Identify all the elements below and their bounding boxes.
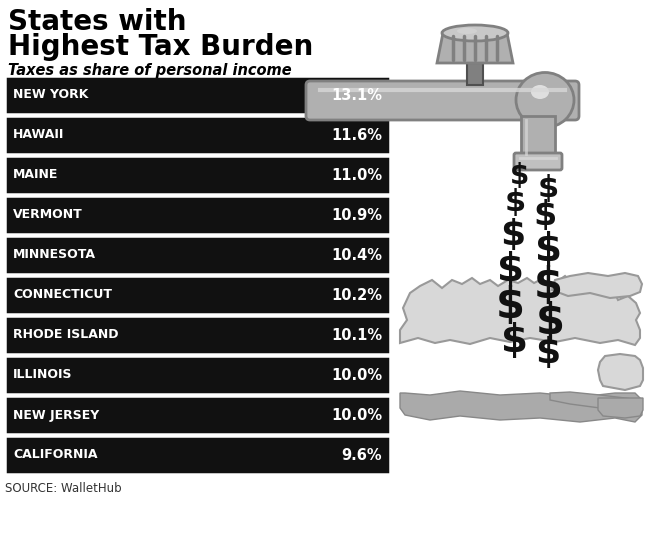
Text: 11.0%: 11.0% [331,168,382,182]
Text: MAINE: MAINE [13,168,59,181]
Text: SOURCE: WalletHub: SOURCE: WalletHub [5,482,122,495]
Text: $: $ [535,231,562,269]
Text: $: $ [537,174,559,203]
Ellipse shape [516,72,574,128]
Ellipse shape [531,85,549,99]
FancyBboxPatch shape [5,156,390,194]
Text: NEW JERSEY: NEW JERSEY [13,408,99,421]
Text: States with: States with [8,8,186,36]
Text: 10.0%: 10.0% [331,408,382,423]
Text: Taxes as share of personal income: Taxes as share of personal income [8,63,292,78]
Text: $: $ [495,285,524,327]
Ellipse shape [442,25,508,41]
Polygon shape [437,33,513,63]
Text: VERMONT: VERMONT [13,208,83,221]
Polygon shape [400,276,640,345]
Text: $: $ [535,336,561,370]
Text: 10.4%: 10.4% [331,248,382,262]
Text: 10.1%: 10.1% [331,328,382,342]
FancyBboxPatch shape [5,236,390,274]
Text: MINNESOTA: MINNESOTA [13,248,96,261]
Text: 11.6%: 11.6% [331,128,382,142]
Ellipse shape [457,28,477,34]
Polygon shape [552,273,642,298]
Text: RHODE ISLAND: RHODE ISLAND [13,328,119,341]
Bar [467,63,483,85]
FancyBboxPatch shape [5,436,390,474]
Text: ILLINOIS: ILLINOIS [13,368,72,381]
Text: $: $ [501,218,526,252]
FancyBboxPatch shape [5,276,390,314]
Text: $: $ [533,199,557,232]
FancyBboxPatch shape [514,153,562,170]
FancyBboxPatch shape [5,316,390,354]
FancyBboxPatch shape [5,76,390,114]
FancyBboxPatch shape [521,116,555,158]
Text: 13.1%: 13.1% [331,88,382,102]
Text: 10.0%: 10.0% [331,368,382,383]
Text: CALIFORNIA: CALIFORNIA [13,448,97,461]
Polygon shape [550,392,642,412]
Text: $: $ [533,265,562,307]
Text: $: $ [535,301,564,343]
Text: $: $ [510,162,530,190]
FancyBboxPatch shape [5,196,390,234]
FancyBboxPatch shape [5,356,390,394]
Text: Highest Tax Burden: Highest Tax Burden [8,33,313,61]
FancyBboxPatch shape [5,116,390,154]
Text: HAWAII: HAWAII [13,128,64,141]
FancyBboxPatch shape [306,81,579,120]
Text: NEW YORK: NEW YORK [13,88,88,101]
Polygon shape [598,398,643,418]
Text: 10.9%: 10.9% [331,208,382,222]
Text: 9.6%: 9.6% [341,448,382,463]
Text: $: $ [504,189,526,218]
Polygon shape [400,391,642,422]
FancyBboxPatch shape [5,396,390,434]
Polygon shape [598,354,643,390]
Text: 10.2%: 10.2% [331,288,382,302]
Text: $: $ [502,322,528,360]
Text: $: $ [497,251,524,289]
Text: CONNECTICUT: CONNECTICUT [13,288,112,301]
